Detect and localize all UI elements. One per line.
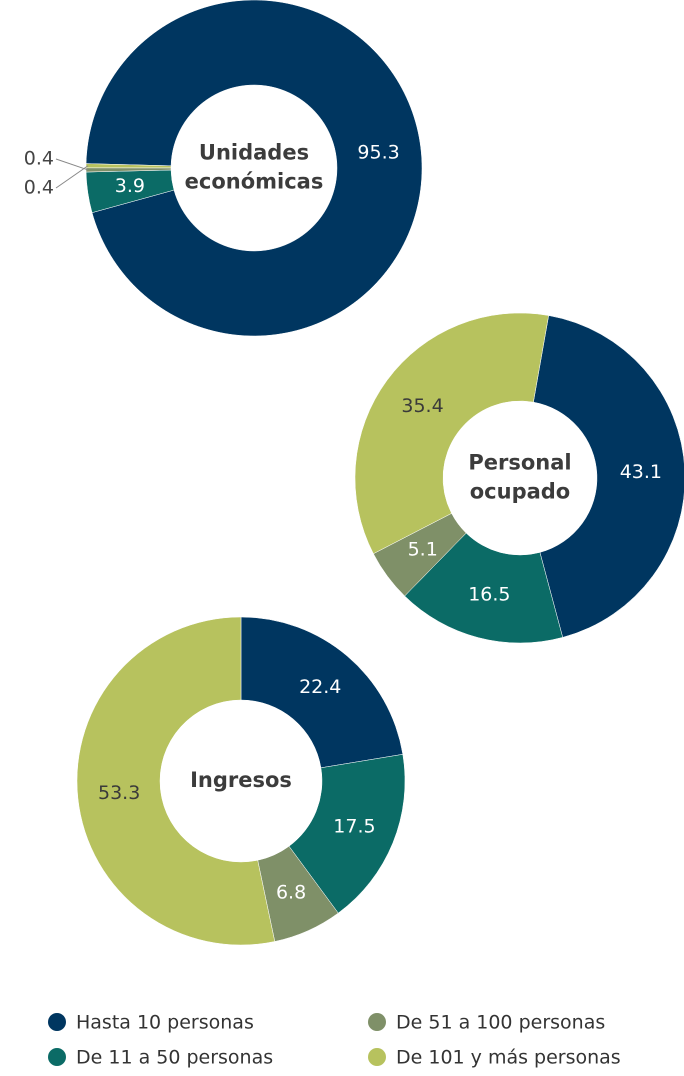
legend-swatch <box>48 1048 66 1066</box>
legend-label: De 51 a 100 personas <box>396 1012 605 1034</box>
legend-swatch <box>368 1013 386 1031</box>
legend-label: Hasta 10 personas <box>76 1012 254 1034</box>
donut-title: Unidades económicas <box>185 141 324 194</box>
data-label: 53.3 <box>98 782 140 804</box>
data-label: 16.5 <box>468 584 510 606</box>
donut-title: Personal ocupado <box>468 451 571 504</box>
donut-slice <box>354 312 549 555</box>
donut-slice <box>533 315 684 638</box>
donut-slice <box>404 532 563 644</box>
donut-slice <box>288 754 406 914</box>
donut-slice <box>85 0 423 337</box>
donut-title: Ingresos <box>190 768 292 792</box>
data-label: 3.9 <box>115 175 145 197</box>
donut-slice <box>76 616 276 946</box>
data-label: 95.3 <box>357 141 399 163</box>
data-label: 0.4 <box>24 148 54 170</box>
leader-line <box>55 165 89 189</box>
legend-label: De 101 y más personas <box>396 1047 621 1069</box>
data-label: 0.4 <box>24 177 54 199</box>
donut-slice <box>85 163 172 169</box>
leader-line <box>55 158 89 171</box>
data-label: 43.1 <box>620 461 662 483</box>
data-label: 17.5 <box>333 816 375 838</box>
data-label: 5.1 <box>408 538 438 560</box>
legend-swatch <box>368 1048 386 1066</box>
donut-slice <box>240 616 404 769</box>
data-label: 22.4 <box>299 676 341 698</box>
data-label: 6.8 <box>276 881 306 903</box>
legend-label: De 11 a 50 personas <box>76 1047 273 1069</box>
data-label: 35.4 <box>401 395 443 417</box>
legend-swatch <box>48 1013 66 1031</box>
